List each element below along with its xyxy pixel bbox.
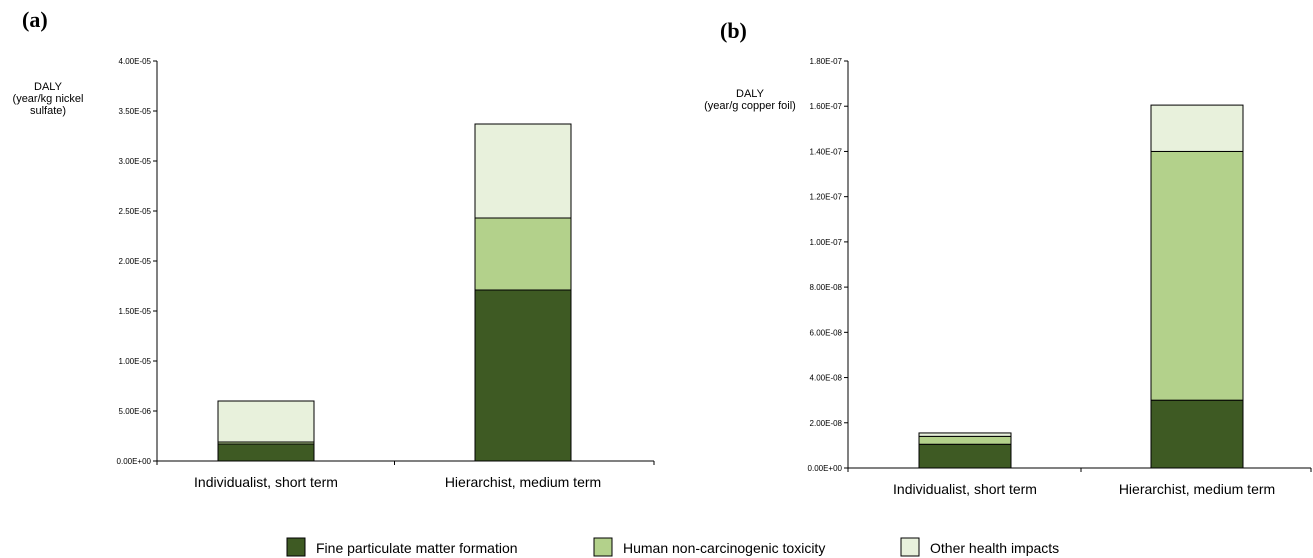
panel-a-bar-segment	[217, 443, 315, 462]
panel-b-y-tick-label: 0.00E+00	[808, 464, 843, 473]
panel-b-y-tick-label: 1.20E-07	[810, 193, 843, 202]
legend-label: Human non-carcinogenic toxicity	[623, 540, 825, 556]
panel-a-y-tick-label: 3.50E-05	[119, 107, 152, 116]
panel-b-y-tick-label: 6.00E-08	[810, 328, 843, 337]
panel-a-bar-segment	[474, 289, 572, 462]
panel-b-y-tick-label: 1.00E-07	[810, 238, 843, 247]
panel-b-ylabel-line: (year/g copper foil)	[704, 100, 796, 112]
panel-b-ylabel-line: DALY	[736, 88, 765, 100]
panel-b-bar-segment	[1150, 399, 1244, 469]
panel-b-category-label: Hierarchist, medium term	[1119, 481, 1275, 497]
legend-label: Fine particulate matter formation	[316, 540, 518, 556]
legend-label: Other health impacts	[930, 540, 1059, 556]
panel-a-ylabel-line: (year/kg nickel	[13, 93, 84, 105]
panel-b-bar-segment	[1150, 104, 1244, 152]
panel-a-bar-segment	[474, 217, 572, 291]
panel-a-y-tick-label: 2.50E-05	[119, 207, 152, 216]
panel-b-label: (b)	[720, 18, 747, 43]
panel-b-y-tick-label: 1.80E-07	[810, 57, 843, 66]
panel-a-category-label: Hierarchist, medium term	[445, 474, 601, 490]
panel-a-bar-segment	[217, 400, 315, 443]
legend-swatch	[593, 537, 613, 557]
legend-swatch	[286, 537, 306, 557]
legend-swatch	[900, 537, 920, 557]
panel-a-ylabel-line: DALY	[34, 81, 63, 93]
panel-a-y-tick-label: 1.00E-05	[119, 357, 152, 366]
panel-b-bar-segment	[1150, 150, 1244, 401]
panel-b-y-tick-label: 1.40E-07	[810, 147, 843, 156]
panel-b-y-tick-label: 4.00E-08	[810, 374, 843, 383]
panel-a-y-tick-label: 2.00E-05	[119, 257, 152, 266]
panel-a-bar-segment	[474, 123, 572, 219]
panel-a-y-tick-label: 3.00E-05	[119, 157, 152, 166]
panel-b-y-tick-label: 1.60E-07	[810, 102, 843, 111]
panel-b-category-label: Individualist, short term	[893, 481, 1037, 497]
panel-a-y-tick-label: 1.50E-05	[119, 307, 152, 316]
panel-a-ylabel-line: sulfate)	[30, 105, 66, 117]
panel-b-bar-segment	[918, 443, 1012, 469]
panel-b-bar-segment	[918, 435, 1012, 445]
panel-b-y-tick-label: 2.00E-08	[810, 419, 843, 428]
panel-a-category-label: Individualist, short term	[194, 474, 338, 490]
panel-a-y-tick-label: 4.00E-05	[119, 57, 152, 66]
panel-a-y-tick-label: 5.00E-06	[119, 407, 152, 416]
panel-b-bar-segment	[918, 432, 1012, 437]
panel-a-label: (a)	[22, 7, 48, 32]
panel-b-y-tick-label: 8.00E-08	[810, 283, 843, 292]
panel-a-y-tick-label: 0.00E+00	[117, 457, 152, 466]
